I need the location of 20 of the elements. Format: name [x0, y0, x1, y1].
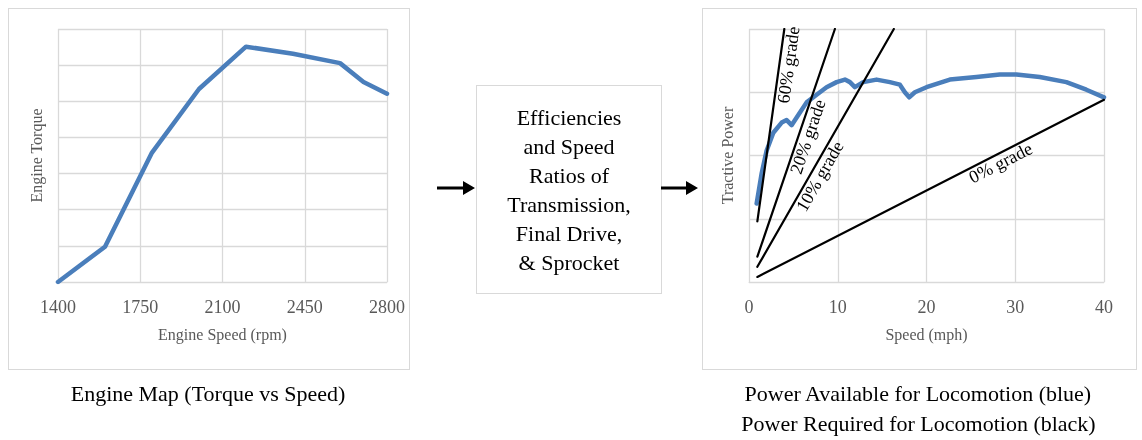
y-axis-title: Engine Torque — [27, 108, 46, 203]
x-tick-label: 20 — [917, 297, 936, 317]
x-tick-label: 40 — [1095, 297, 1113, 317]
text: Engine Map (Torque vs Speed) — [70, 380, 346, 406]
text: 60% grade — [773, 25, 804, 105]
text: Efficiencies and Speed Ratios of Transmission, Final Drive, & Sprocket — [476, 85, 662, 294]
x-tick-label: 1750 — [122, 297, 159, 317]
text: Power Required for Locomotion (black) — [741, 410, 1096, 436]
text: Power Available for Locomotion (blue) — [744, 380, 1092, 406]
x-tick-label: 30 — [1006, 297, 1025, 317]
x-tick-label: 2450 — [286, 297, 323, 317]
text: 0% grade — [965, 138, 1036, 188]
x-tick-label: 2100 — [204, 297, 241, 317]
y-axis-title: Tractive Power — [718, 106, 736, 205]
x-axis-title: Speed (mph) — [885, 325, 968, 344]
x-tick-label: 10 — [828, 297, 847, 317]
x-axis-title: Engine Speed (rpm) — [158, 325, 287, 344]
x-tick-label: 1400 — [40, 297, 76, 317]
x-tick-label: 2800 — [369, 297, 405, 317]
x-tick-label: 0 — [744, 297, 754, 317]
